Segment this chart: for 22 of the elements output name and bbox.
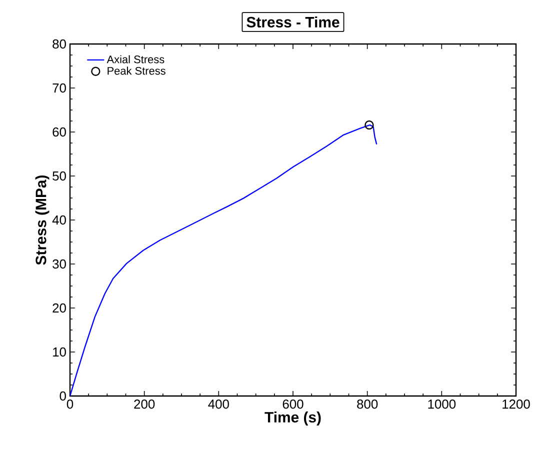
legend-label: Peak Stress xyxy=(108,66,166,75)
y-tick-label: 50 xyxy=(52,171,66,181)
y-tick-label: 30 xyxy=(52,259,66,269)
legend-label: Axial Stress xyxy=(106,55,164,64)
y-tick-label: 70 xyxy=(52,83,66,93)
y-tick-label: 0 xyxy=(60,391,66,401)
y-axis-title: Stress (MPa) xyxy=(35,176,50,265)
x-tick-label: 600 xyxy=(282,400,304,409)
y-tick-label: 60 xyxy=(52,127,66,137)
y-tick-label: 40 xyxy=(52,215,66,225)
x-tick-label: 800 xyxy=(357,400,378,409)
y-tick-label: 20 xyxy=(52,303,66,313)
line-series xyxy=(70,124,378,396)
x-tick-label: 1200 xyxy=(502,400,530,409)
x-tick-label: 1000 xyxy=(428,400,456,409)
x-tick-label: 200 xyxy=(134,400,155,409)
x-tick-label: 0 xyxy=(66,400,74,409)
chart-title: Stress - Time xyxy=(246,16,340,28)
x-axis-title: Time (s) xyxy=(264,412,321,426)
y-tick-label: 10 xyxy=(53,347,66,357)
x-tick-label: 400 xyxy=(208,400,229,409)
y-tick-label: 80 xyxy=(52,39,66,49)
